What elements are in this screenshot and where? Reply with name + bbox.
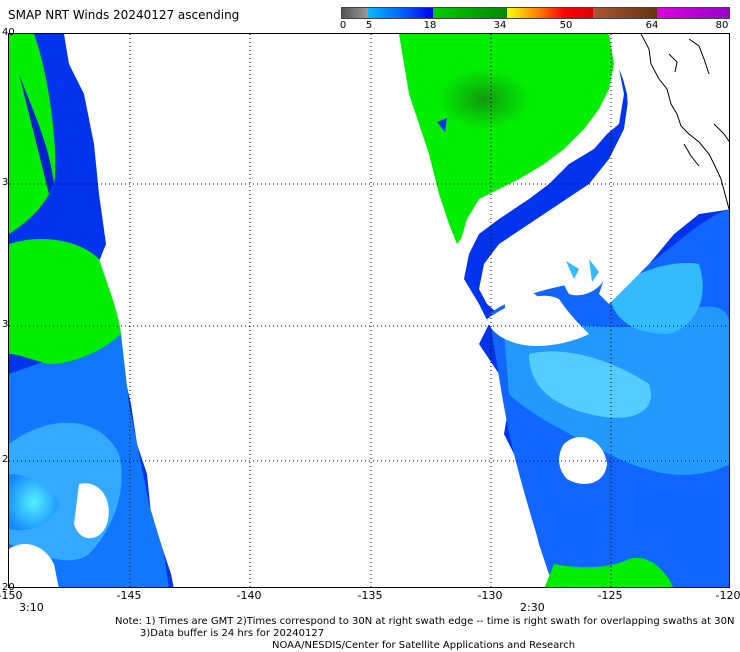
lon-tick-145w: -145	[116, 589, 142, 602]
colorbar-label-5: 5	[365, 20, 373, 31]
wind-map	[8, 33, 730, 588]
colorbar-label-50: 50	[559, 20, 573, 31]
lat-tick-25: 2	[2, 454, 9, 465]
lon-tick-150w: -150	[0, 589, 23, 602]
coastline	[640, 34, 729, 210]
lon-tick-130w: -130	[477, 589, 503, 602]
lat-tick-30: 3	[2, 319, 9, 330]
map-title: SMAP NRT Winds 20240127 ascending	[8, 8, 240, 22]
colorbar-label-80: 80	[715, 20, 729, 31]
lon-tick-125w: -125	[597, 589, 623, 602]
colorbar-label-64: 64	[645, 20, 659, 31]
right-swath-time: 2:30	[520, 601, 545, 614]
footnotes: Note: 1) Times are GMT 2)Times correspon…	[0, 616, 740, 652]
note-line-3: NOAA/NESDIS/Center for Satellite Applica…	[272, 640, 576, 651]
lat-tick-35: 3	[2, 177, 9, 188]
wind-swaths	[9, 34, 729, 587]
left-swath-time: 3:10	[19, 601, 44, 614]
note-line-2: 3)Data buffer is 24 hrs for 20240127	[140, 628, 325, 639]
wind-speed-colorbar	[341, 7, 730, 19]
lat-tick-40: 40	[2, 27, 15, 38]
lon-tick-135w: -135	[357, 589, 383, 602]
lat-tick-20: 20	[2, 582, 15, 593]
note-line-1: Note: 1) Times are GMT 2)Times correspon…	[115, 616, 735, 627]
lon-tick-120w: -120	[715, 589, 740, 602]
colorbar-label-34: 34	[493, 20, 507, 31]
lat-lon-grid	[9, 34, 729, 587]
left-swath	[9, 34, 174, 587]
right-swath	[399, 34, 729, 587]
colorbar-label-18: 18	[423, 20, 437, 31]
colorbar-label-0: 0	[339, 20, 347, 31]
lon-tick-140w: -140	[236, 589, 262, 602]
